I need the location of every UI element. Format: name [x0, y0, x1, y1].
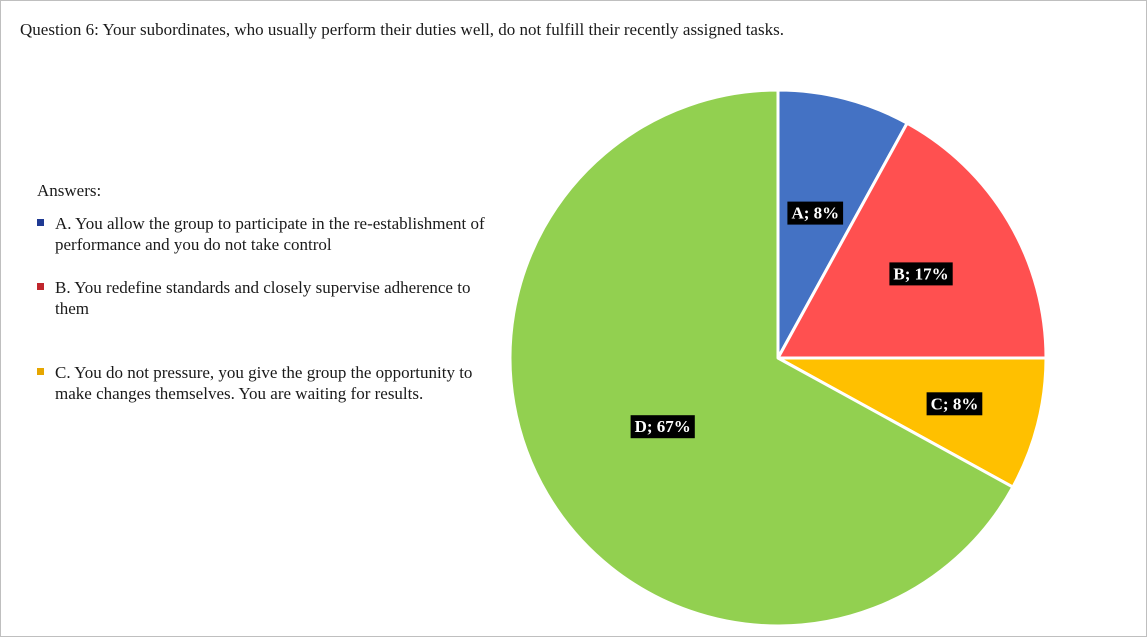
data-label-text-d: D; 67% — [635, 417, 691, 436]
data-label-bg-d — [630, 415, 695, 439]
data-label-text-c: C; 8% — [931, 394, 979, 413]
legend-item-c: C. You do not pressure, you give the gro… — [37, 362, 487, 404]
legend-title: Answers: — [37, 181, 102, 200]
legend: A. You allow the group to participate in… — [37, 213, 487, 404]
data-label-text-a: A; 8% — [791, 204, 839, 223]
pie-slice-b — [776, 121, 1048, 360]
data-label-a: A; 8% — [787, 201, 844, 225]
data-label-d: D; 67% — [630, 415, 695, 439]
pie-slice-d — [508, 88, 1015, 628]
data-label-b: B; 17% — [889, 262, 953, 286]
data-label-c: C; 8% — [926, 392, 983, 416]
legend-item-b: B. You redefine standards and closely su… — [37, 277, 487, 319]
pie-slices — [508, 88, 1048, 628]
legend-swatch-c — [37, 368, 44, 375]
legend-text-b: B. You redefine standards and closely su… — [55, 278, 471, 318]
data-label-bg-a — [787, 201, 844, 225]
legend-swatch-b — [37, 283, 44, 290]
pie-labels: A; 8% B; 17% C; 8% D; 67% — [630, 201, 983, 439]
data-label-bg-b — [889, 262, 953, 286]
legend-item-a: A. You allow the group to participate in… — [37, 213, 487, 255]
legend-text-a: A. You allow the group to participate in… — [55, 214, 485, 254]
data-label-bg-c — [926, 392, 983, 416]
question-text: Question 6: Your subordinates, who usual… — [20, 20, 784, 39]
legend-swatch-a — [37, 219, 44, 226]
data-label-text-b: B; 17% — [893, 264, 948, 283]
pie-slice-c — [776, 356, 1048, 489]
legend-text-c: C. You do not pressure, you give the gro… — [55, 363, 473, 403]
